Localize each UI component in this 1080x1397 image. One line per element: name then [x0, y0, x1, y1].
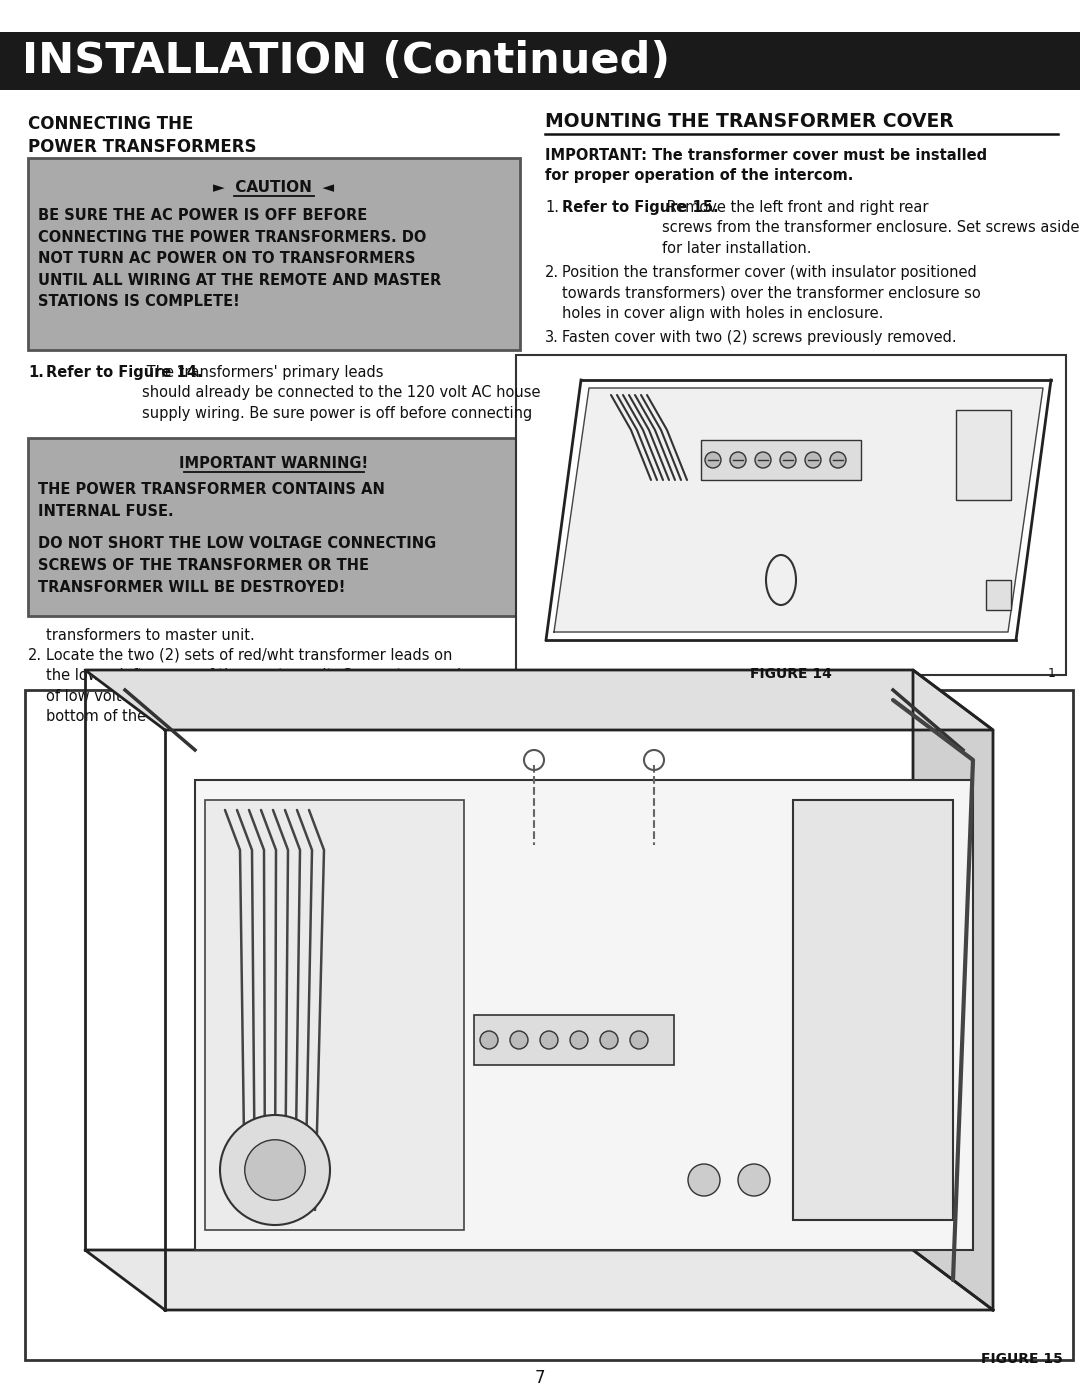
- FancyBboxPatch shape: [25, 690, 1074, 1361]
- FancyBboxPatch shape: [793, 800, 953, 1220]
- FancyBboxPatch shape: [0, 32, 1080, 89]
- Text: IMPORTANT: The transformer cover must be installed: IMPORTANT: The transformer cover must be…: [545, 148, 987, 163]
- Text: 7: 7: [535, 1369, 545, 1387]
- Text: CONNECTING THE
POWER TRANSFORMERS: CONNECTING THE POWER TRANSFORMERS: [28, 115, 257, 156]
- Text: Refer to Figure 15.: Refer to Figure 15.: [562, 200, 718, 215]
- Circle shape: [688, 1164, 720, 1196]
- Text: 2.: 2.: [545, 265, 559, 279]
- Circle shape: [705, 453, 721, 468]
- FancyBboxPatch shape: [195, 780, 973, 1250]
- Text: 1.: 1.: [545, 200, 559, 215]
- FancyBboxPatch shape: [474, 1016, 674, 1065]
- Text: DO NOT SHORT THE LOW VOLTAGE CONNECTING: DO NOT SHORT THE LOW VOLTAGE CONNECTING: [38, 536, 436, 550]
- Text: ►  CAUTION  ◄: ► CAUTION ◄: [214, 180, 335, 196]
- Circle shape: [738, 1164, 770, 1196]
- FancyBboxPatch shape: [205, 800, 464, 1229]
- Polygon shape: [85, 671, 993, 731]
- FancyBboxPatch shape: [516, 355, 1066, 675]
- Circle shape: [831, 453, 846, 468]
- Circle shape: [510, 1031, 528, 1049]
- Text: TRANSFORMER WILL BE DESTROYED!: TRANSFORMER WILL BE DESTROYED!: [38, 580, 346, 595]
- Circle shape: [570, 1031, 588, 1049]
- FancyBboxPatch shape: [986, 580, 1011, 610]
- Circle shape: [780, 453, 796, 468]
- Text: transformers to master unit.: transformers to master unit.: [46, 629, 255, 643]
- Text: Refer to Figure 14.: Refer to Figure 14.: [46, 365, 203, 380]
- Circle shape: [730, 453, 746, 468]
- Circle shape: [600, 1031, 618, 1049]
- Text: SCREWS OF THE TRANSFORMER OR THE: SCREWS OF THE TRANSFORMER OR THE: [38, 557, 369, 573]
- Text: INTERNAL FUSE.: INTERNAL FUSE.: [38, 504, 174, 520]
- Circle shape: [805, 453, 821, 468]
- Circle shape: [755, 453, 771, 468]
- FancyBboxPatch shape: [701, 440, 861, 481]
- Circle shape: [220, 1115, 330, 1225]
- Text: for proper operation of the intercom.: for proper operation of the intercom.: [545, 168, 853, 183]
- Circle shape: [630, 1031, 648, 1049]
- Text: FIGURE 15: FIGURE 15: [981, 1352, 1063, 1366]
- Text: Locate the two (2) sets of red/wht transformer leads on
the lower left corner of: Locate the two (2) sets of red/wht trans…: [46, 648, 468, 724]
- FancyBboxPatch shape: [28, 158, 519, 351]
- Text: IMPORTANT WARNING!: IMPORTANT WARNING!: [179, 455, 368, 471]
- Text: FIGURE 14: FIGURE 14: [751, 666, 832, 680]
- Text: 3.: 3.: [545, 330, 558, 345]
- Circle shape: [480, 1031, 498, 1049]
- Text: Remove the left front and right rear
screws from the transformer enclosure. Set : Remove the left front and right rear scr…: [662, 200, 1080, 256]
- Circle shape: [245, 1140, 306, 1200]
- Text: BE SURE THE AC POWER IS OFF BEFORE
CONNECTING THE POWER TRANSFORMERS. DO
NOT TUR: BE SURE THE AC POWER IS OFF BEFORE CONNE…: [38, 208, 442, 309]
- Text: INSTALLATION (Continued): INSTALLATION (Continued): [22, 41, 670, 82]
- Text: Position the transformer cover (with insulator positioned
towards transformers) : Position the transformer cover (with ins…: [562, 265, 981, 321]
- Text: Fasten cover with two (2) screws previously removed.: Fasten cover with two (2) screws previou…: [562, 330, 957, 345]
- Polygon shape: [554, 388, 1043, 631]
- Text: 1: 1: [1048, 666, 1056, 680]
- Polygon shape: [85, 1250, 993, 1310]
- FancyBboxPatch shape: [28, 439, 519, 616]
- FancyBboxPatch shape: [956, 409, 1011, 500]
- Text: 1.: 1.: [28, 365, 44, 380]
- Text: 2.: 2.: [28, 648, 42, 664]
- Text: The transformers' primary leads
should already be connected to the 120 volt AC h: The transformers' primary leads should a…: [141, 365, 540, 420]
- Circle shape: [540, 1031, 558, 1049]
- Polygon shape: [913, 671, 993, 1310]
- Text: MOUNTING THE TRANSFORMER COVER: MOUNTING THE TRANSFORMER COVER: [545, 112, 954, 131]
- Text: THE POWER TRANSFORMER CONTAINS AN: THE POWER TRANSFORMER CONTAINS AN: [38, 482, 384, 497]
